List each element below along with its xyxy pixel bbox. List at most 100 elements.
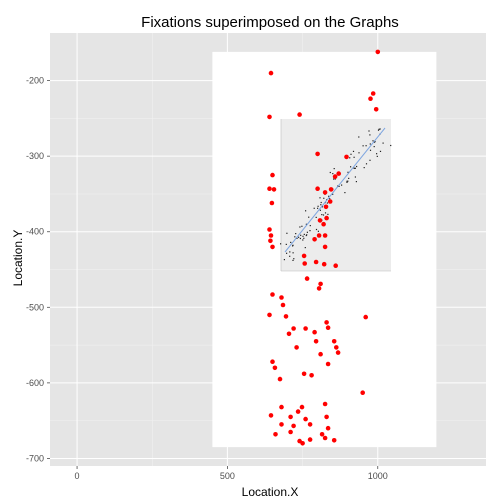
embedded-graph-point — [347, 180, 349, 182]
embedded-graph-point — [286, 232, 288, 234]
fixation-point — [313, 259, 319, 265]
embedded-graph-point — [296, 237, 298, 239]
fixation-point — [286, 331, 292, 337]
embedded-graph-point — [327, 213, 329, 215]
embedded-graph-point — [303, 233, 305, 235]
fixation-point — [295, 409, 301, 414]
embedded-graph-point — [378, 128, 380, 130]
embedded-graph-point — [369, 149, 372, 151]
fixation-point — [300, 441, 305, 446]
embedded-graph-point — [350, 153, 352, 155]
fixation-point — [322, 401, 328, 407]
embedded-graph-point — [377, 129, 380, 131]
embedded-graph-point — [373, 146, 375, 148]
embedded-graph-point — [309, 230, 311, 232]
fixation-point — [317, 218, 323, 223]
embedded-graph-point — [305, 223, 307, 225]
embedded-graph-point — [358, 136, 360, 138]
fixation-point — [270, 359, 275, 365]
embedded-graph-point — [293, 258, 295, 260]
y-axis-title: Location.Y — [11, 230, 25, 287]
fixation-point — [268, 70, 274, 76]
fixation-point — [279, 295, 284, 300]
embedded-graph-point — [290, 241, 292, 243]
fixation-point — [322, 233, 328, 238]
fixation-point — [321, 261, 327, 267]
fixation-point — [375, 49, 381, 55]
fixation-point — [322, 190, 328, 195]
embedded-graph-point — [321, 214, 323, 216]
fixation-point — [325, 425, 331, 431]
fixation-point — [344, 154, 349, 160]
embedded-graph-trend-line — [284, 127, 386, 253]
embedded-graph-point — [344, 192, 346, 194]
fixation-point — [321, 221, 326, 227]
fixation-point — [268, 233, 274, 238]
y-tick-label: -200 — [26, 76, 44, 86]
embedded-graph-point — [358, 152, 360, 154]
fixation-point — [370, 91, 376, 96]
y-tick-label: -400 — [26, 227, 44, 237]
embedded-graph-point — [369, 134, 371, 136]
fixation-point — [316, 286, 322, 291]
fixation-point — [270, 244, 275, 250]
embedded-graph-point — [346, 180, 348, 182]
fixation-point — [334, 345, 339, 350]
x-axis-title: Location.X — [242, 485, 299, 499]
embedded-graph-point — [320, 201, 322, 204]
fixation-point — [268, 413, 274, 418]
fixation-point — [319, 432, 325, 437]
embedded-graph-point — [372, 140, 374, 142]
embedded-graph-point — [304, 247, 306, 249]
fixation-points — [267, 49, 381, 446]
embedded-graph-point — [308, 216, 310, 218]
fixation-point — [302, 261, 308, 266]
embedded-graph-point — [280, 243, 282, 245]
fixation-point — [307, 422, 313, 427]
embedded-graph-point — [369, 143, 371, 145]
embedded-graph-point — [347, 171, 349, 173]
embedded-graph-point — [319, 197, 321, 199]
embedded-graph-point — [313, 207, 315, 209]
embedded-graph-point — [299, 226, 301, 228]
fixation-point — [309, 373, 314, 378]
embedded-graph-point — [292, 252, 294, 254]
fixation-point — [324, 215, 329, 221]
x-tick-label: 1000 — [368, 471, 388, 481]
embedded-graph-point — [365, 163, 368, 165]
embedded-graph-point — [298, 236, 300, 238]
embedded-graph-point — [328, 195, 330, 197]
embedded-graph-point — [354, 167, 356, 169]
fixation-point — [294, 345, 299, 350]
embedded-graph-point — [376, 153, 378, 155]
embedded-graph-point — [317, 230, 319, 232]
embedded-graph-point — [352, 150, 355, 152]
fixation-point — [303, 326, 308, 331]
embedded-graph-point — [338, 185, 340, 187]
embedded-graph-point — [332, 173, 334, 175]
embedded-graph-point — [319, 209, 321, 211]
fixation-point — [315, 151, 320, 157]
fixation-point — [267, 312, 272, 318]
embedded-graph-point — [322, 214, 325, 216]
embedded-graph-point — [326, 202, 328, 204]
fixation-point — [324, 320, 329, 325]
fixation-point — [270, 292, 275, 297]
embedded-graph-point — [379, 128, 381, 130]
embedded-graph-point — [289, 251, 291, 253]
fixation-point — [301, 371, 307, 377]
embedded-graph-point — [363, 167, 365, 169]
fixation-point — [363, 314, 369, 320]
fixation-point — [291, 423, 296, 429]
embedded-graph-point — [374, 141, 376, 143]
embedded-graph-point — [324, 212, 327, 214]
fixation-point — [318, 351, 323, 357]
embedded-graph-point — [283, 259, 285, 261]
embedded-graph-point — [315, 216, 317, 218]
fixation-point — [272, 365, 278, 371]
embedded-graph-point — [379, 150, 382, 152]
fixation-point — [322, 244, 328, 250]
fixation-point — [322, 435, 328, 441]
embedded-graph-point — [320, 204, 322, 206]
